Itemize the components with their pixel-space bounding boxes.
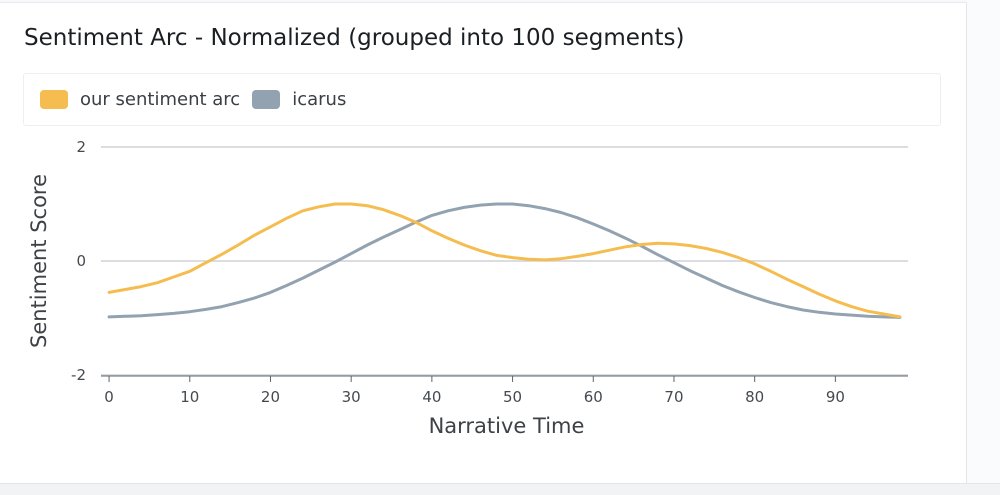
series-line-our-sentiment-arc xyxy=(107,202,902,319)
legend-item-icarus[interactable]: icarus xyxy=(252,89,346,110)
x-tick-label: 40 xyxy=(422,388,441,406)
legend-label-icarus: icarus xyxy=(292,89,347,110)
y-tick-label: 0 xyxy=(76,252,86,270)
chart-title: Sentiment Arc - Normalized (grouped into… xyxy=(24,25,685,51)
x-axis-title: Narrative Time xyxy=(429,414,585,438)
y-tick-label: -2 xyxy=(71,366,86,384)
x-tick-label: 30 xyxy=(342,388,361,406)
x-tick-label: 50 xyxy=(503,388,522,406)
x-tick-label: 90 xyxy=(826,388,845,406)
x-tick-label: 70 xyxy=(664,388,683,406)
y-tick-label: 2 xyxy=(76,138,86,156)
series-line-icarus xyxy=(107,202,902,319)
x-tick-label: 10 xyxy=(180,388,199,406)
x-tick-label: 0 xyxy=(104,388,114,406)
legend-swatch-icarus xyxy=(252,90,281,109)
legend-item-our-sentiment-arc[interactable]: our sentiment arc xyxy=(40,89,240,110)
chart-panel: Sentiment Arc - Normalized (grouped into… xyxy=(0,2,967,483)
legend-swatch-our-sentiment-arc xyxy=(40,90,68,109)
right-gutter xyxy=(967,0,1000,494)
bottom-strip xyxy=(0,483,1000,495)
legend-label-our-sentiment-arc: our sentiment arc xyxy=(80,89,241,110)
y-axis-title: Sentiment Score xyxy=(27,174,51,348)
x-tick-label: 20 xyxy=(261,388,280,406)
x-tick-label: 80 xyxy=(745,388,764,406)
x-tick-label: 60 xyxy=(584,388,603,406)
chart-legend: our sentiment arc icarus xyxy=(23,73,941,126)
